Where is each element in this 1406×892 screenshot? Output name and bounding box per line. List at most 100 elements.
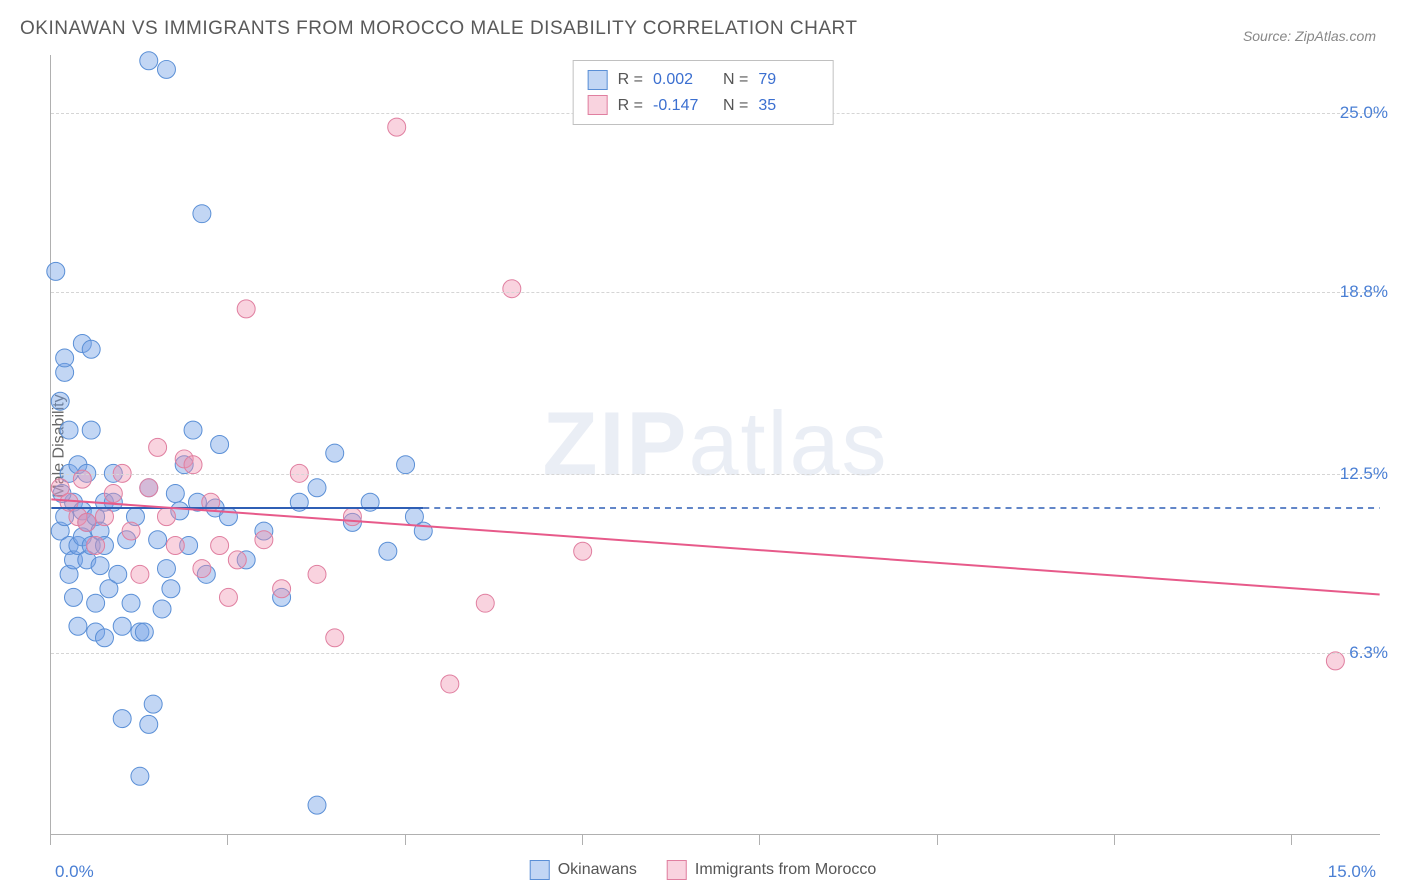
- data-point: [113, 710, 131, 728]
- data-point: [82, 421, 100, 439]
- n-value: 79: [758, 67, 818, 93]
- data-point: [140, 52, 158, 70]
- n-label: N =: [723, 67, 748, 93]
- data-point: [104, 485, 122, 503]
- data-point: [211, 436, 229, 454]
- swatch-series-1: [588, 95, 608, 115]
- data-point: [56, 349, 74, 367]
- data-point: [211, 536, 229, 554]
- gridline: [51, 474, 1380, 475]
- data-point: [308, 479, 326, 497]
- legend-item-0: Okinawans: [530, 860, 637, 880]
- data-point: [166, 536, 184, 554]
- data-point: [122, 522, 140, 540]
- data-point: [113, 617, 131, 635]
- source-attribution: Source: ZipAtlas.com: [1243, 28, 1376, 44]
- gridline: [51, 653, 1380, 654]
- gridline: [51, 292, 1380, 293]
- data-point: [73, 470, 91, 488]
- data-point: [237, 300, 255, 318]
- x-tick: [937, 835, 938, 845]
- legend-label: Immigrants from Morocco: [695, 861, 876, 879]
- r-label: R =: [618, 67, 643, 93]
- x-tick: [50, 835, 51, 845]
- swatch-icon: [667, 860, 687, 880]
- data-point: [109, 565, 127, 583]
- x-tick: [1114, 835, 1115, 845]
- n-label: N =: [723, 93, 748, 119]
- stats-row-series-0: R = 0.002 N = 79: [588, 67, 819, 93]
- data-point: [65, 588, 83, 606]
- data-point: [95, 629, 113, 647]
- legend-label: Okinawans: [558, 861, 637, 879]
- data-point: [1326, 652, 1344, 670]
- data-point: [149, 531, 167, 549]
- stats-row-series-1: R = -0.147 N = 35: [588, 93, 819, 119]
- data-point: [184, 456, 202, 474]
- y-tick-label: 12.5%: [1340, 464, 1388, 484]
- data-point: [140, 715, 158, 733]
- data-point: [326, 629, 344, 647]
- data-point: [122, 594, 140, 612]
- data-point: [144, 695, 162, 713]
- data-point: [131, 767, 149, 785]
- x-tick: [1291, 835, 1292, 845]
- x-tick: [759, 835, 760, 845]
- r-value: -0.147: [653, 93, 713, 119]
- r-value: 0.002: [653, 67, 713, 93]
- data-point: [397, 456, 415, 474]
- data-point: [388, 118, 406, 136]
- plot-area: ZIPatlas: [50, 55, 1380, 835]
- data-point: [308, 565, 326, 583]
- data-point: [87, 594, 105, 612]
- data-point: [219, 588, 237, 606]
- chart-title: OKINAWAN VS IMMIGRANTS FROM MOROCCO MALE…: [20, 18, 858, 40]
- swatch-series-0: [588, 70, 608, 90]
- data-point: [193, 205, 211, 223]
- x-axis-min-label: 0.0%: [55, 862, 94, 882]
- data-point: [308, 796, 326, 814]
- data-point: [273, 580, 291, 598]
- data-point: [69, 617, 87, 635]
- y-tick-label: 6.3%: [1349, 643, 1388, 663]
- x-axis-max-label: 15.0%: [1328, 862, 1376, 882]
- data-point: [157, 560, 175, 578]
- data-point: [135, 623, 153, 641]
- data-point: [95, 508, 113, 526]
- data-point: [228, 551, 246, 569]
- data-point: [574, 542, 592, 560]
- data-point: [60, 421, 78, 439]
- data-point: [193, 560, 211, 578]
- data-point: [51, 392, 69, 410]
- data-point: [326, 444, 344, 462]
- x-tick: [405, 835, 406, 845]
- scatter-svg: [51, 55, 1380, 834]
- bottom-legend: Okinawans Immigrants from Morocco: [530, 860, 877, 880]
- data-point: [153, 600, 171, 618]
- data-point: [379, 542, 397, 560]
- data-point: [441, 675, 459, 693]
- data-point: [157, 60, 175, 78]
- x-tick: [582, 835, 583, 845]
- data-point: [78, 513, 96, 531]
- data-point: [255, 531, 273, 549]
- data-point: [47, 262, 65, 280]
- data-point: [157, 508, 175, 526]
- data-point: [91, 557, 109, 575]
- legend-item-1: Immigrants from Morocco: [667, 860, 876, 880]
- swatch-icon: [530, 860, 550, 880]
- data-point: [82, 340, 100, 358]
- regression-line: [51, 499, 1379, 594]
- data-point: [149, 438, 167, 456]
- data-point: [131, 565, 149, 583]
- data-point: [140, 479, 158, 497]
- r-label: R =: [618, 93, 643, 119]
- data-point: [184, 421, 202, 439]
- n-value: 35: [758, 93, 818, 119]
- data-point: [162, 580, 180, 598]
- stats-legend-box: R = 0.002 N = 79 R = -0.147 N = 35: [573, 60, 834, 125]
- data-point: [219, 508, 237, 526]
- data-point: [166, 485, 184, 503]
- data-point: [343, 508, 361, 526]
- y-tick-label: 18.8%: [1340, 282, 1388, 302]
